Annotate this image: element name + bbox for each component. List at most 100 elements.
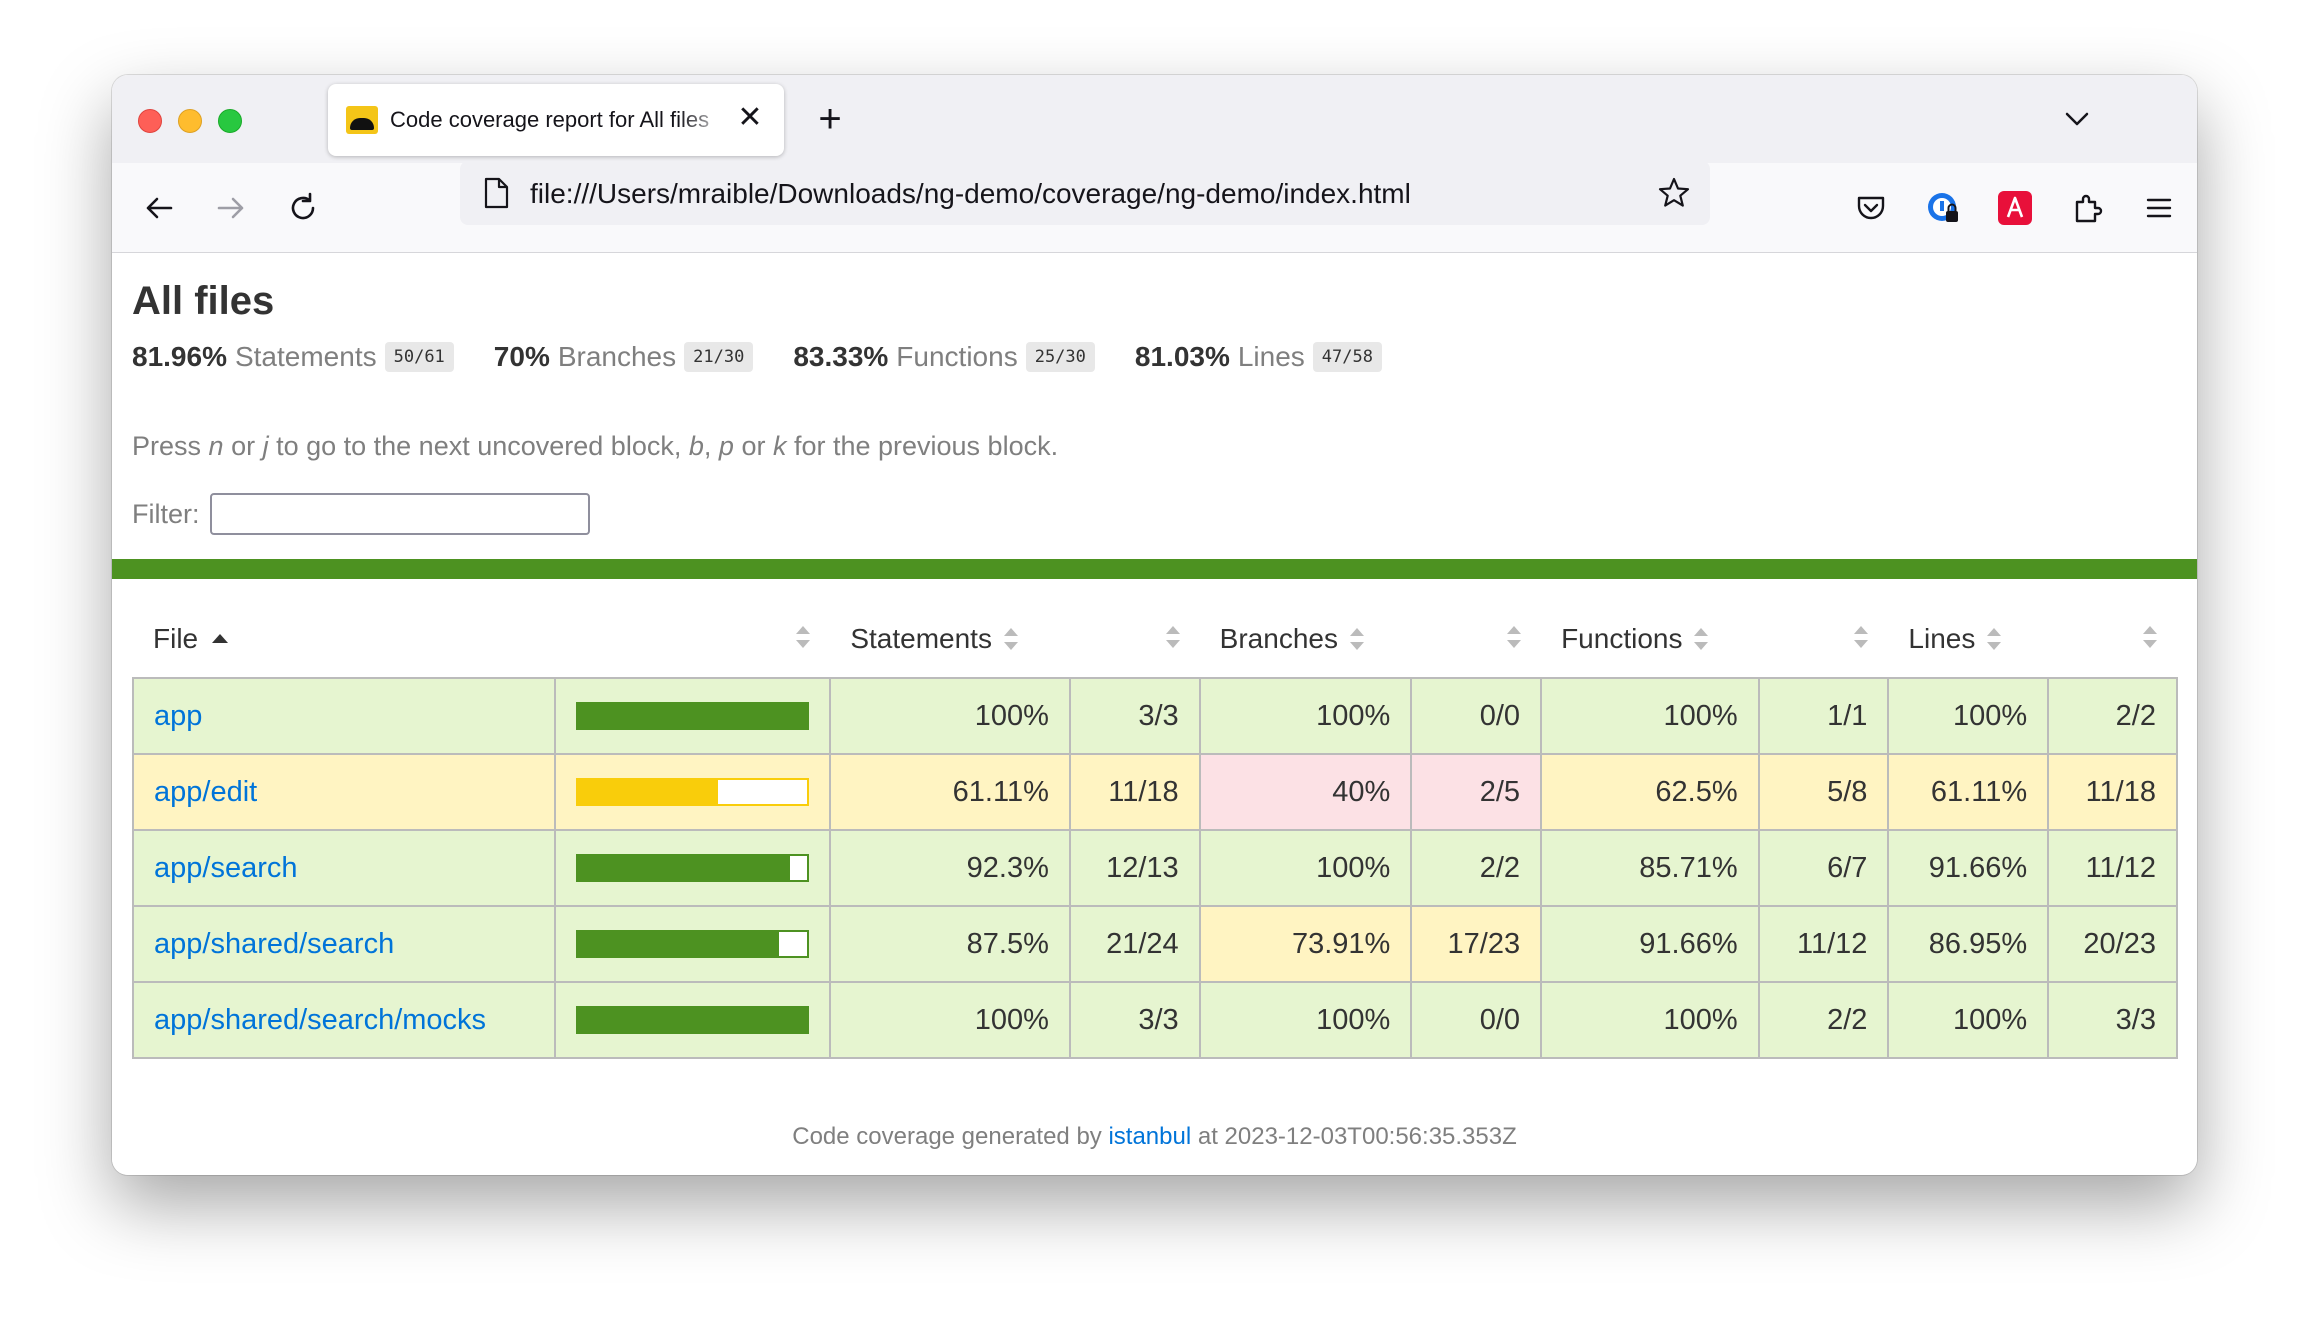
column-header-functions-raw[interactable] [1759, 600, 1889, 678]
hint-text: to go to the next uncovered block, [268, 431, 689, 461]
angular-extension-button[interactable] [1990, 183, 2040, 233]
column-header-branches-raw[interactable] [1411, 600, 1541, 678]
summary-fraction: 50/61 [384, 342, 454, 372]
header-label: Functions [1561, 622, 1683, 654]
functions-pct: 85.71% [1540, 829, 1760, 907]
filter-input[interactable] [210, 493, 590, 535]
lines-fraction: 2/2 [2047, 677, 2178, 755]
sort-icon [1854, 625, 1869, 648]
summary-label: Branches [557, 341, 677, 372]
extensions-button[interactable] [2062, 183, 2112, 233]
file-link[interactable]: app/edit [154, 775, 258, 808]
pocket-button[interactable] [1846, 183, 1896, 233]
istanbul-link[interactable]: istanbul [1108, 1123, 1192, 1150]
functions-fraction: 11/12 [1757, 905, 1890, 983]
branches-pct: 73.91% [1198, 905, 1413, 983]
file-link[interactable]: app/search [154, 851, 298, 884]
coverage-bar [576, 930, 810, 958]
address-bar[interactable]: file:///Users/mraible/Downloads/ng-demo/… [460, 161, 1710, 225]
tab-strip: Code coverage report for All files ✕ + [112, 75, 2197, 163]
column-header-lines[interactable]: Lines [1888, 600, 2048, 678]
reload-icon [291, 192, 315, 220]
functions-pct: 100% [1540, 677, 1760, 755]
header-label: Branches [1219, 622, 1338, 654]
branches-pct: 100% [1198, 981, 1413, 1059]
sort-icon [1003, 627, 1018, 650]
sort-icon [1349, 627, 1364, 650]
hint-text: for the previous block. [786, 431, 1059, 461]
summary-functions: 83.33% Functions 25/30 [793, 341, 1095, 373]
close-window-button[interactable] [138, 109, 162, 133]
coverage-table-body: app 100% 3/3 100% 0/0 100% 1/1 100% 2/2 app/edit 6… [131, 677, 2178, 1059]
reload-button[interactable] [278, 183, 328, 233]
summary-branches: 70% Branches 21/30 [494, 341, 754, 373]
functions-fraction: 5/8 [1757, 753, 1890, 831]
lines-fraction: 3/3 [2047, 981, 2178, 1059]
hint-key: n [208, 431, 224, 461]
hint-key: j [262, 431, 269, 461]
lines-fraction: 11/18 [2047, 753, 2178, 831]
functions-pct: 62.5% [1540, 753, 1760, 831]
hint-key: b [688, 431, 704, 461]
hint-key: k [772, 431, 787, 461]
table-row: app/search 92.3% 12/13 100% 2/2 85.71% 6/7 91.6… [131, 829, 2178, 907]
file-cell: app/edit [131, 753, 557, 831]
column-header-functions[interactable]: Functions [1541, 600, 1759, 678]
puzzle-icon [2075, 194, 2103, 223]
forward-button[interactable] [206, 183, 256, 233]
arrow-right-icon [217, 197, 244, 219]
statements-fraction: 12/13 [1068, 829, 1201, 907]
file-link[interactable]: app [154, 699, 203, 732]
lines-fraction: 20/23 [2047, 905, 2178, 983]
back-button[interactable] [134, 183, 184, 233]
keyboard-hint: Press n or j to go to the next uncovered… [132, 431, 1058, 462]
functions-fraction: 1/1 [1757, 677, 1890, 755]
hint-text: or [733, 431, 773, 461]
branches-fraction: 17/23 [1410, 905, 1543, 983]
password-manager-button[interactable] [1918, 183, 1968, 233]
lines-pct: 86.95% [1887, 905, 2050, 983]
file-link[interactable]: app/shared/search [154, 927, 395, 960]
hint-text: Press [132, 431, 209, 461]
coverage-summary: 81.96% Statements 50/61 70% Branches 21/… [132, 341, 1422, 373]
chevron-down-icon[interactable] [2055, 97, 2099, 141]
summary-lines: 81.03% Lines 47/58 [1135, 341, 1382, 373]
sort-ascending-icon [212, 634, 229, 643]
coverage-bar-cell [554, 753, 832, 831]
tab-coverage-report[interactable]: Code coverage report for All files ✕ [328, 84, 784, 156]
page-title: All files [132, 279, 275, 323]
table-row: app 100% 3/3 100% 0/0 100% 1/1 100% 2/2 [131, 677, 2178, 755]
close-tab-button[interactable]: ✕ [737, 101, 763, 134]
column-header-branches[interactable]: Branches [1200, 600, 1412, 678]
minimize-window-button[interactable] [178, 109, 202, 133]
menu-button[interactable] [2134, 183, 2184, 233]
column-header-statements[interactable]: Statements [830, 600, 1070, 678]
bookmark-button[interactable] [1652, 171, 1696, 215]
summary-fraction: 21/30 [684, 342, 754, 372]
password-manager-icon [1928, 193, 1958, 222]
branches-fraction: 2/5 [1410, 753, 1543, 831]
column-header-file[interactable]: File [133, 600, 555, 678]
lines-pct: 61.11% [1887, 753, 2050, 831]
sort-icon [1165, 625, 1180, 648]
file-cell: app [131, 677, 557, 755]
sort-icon [1987, 627, 2002, 650]
coverage-bar [576, 1006, 810, 1034]
filter-label: Filter: [132, 499, 200, 529]
zoom-window-button[interactable] [218, 109, 242, 133]
hint-text: , [703, 431, 719, 461]
header-label: File [153, 622, 199, 654]
column-header-file-bar[interactable] [555, 600, 830, 678]
column-header-lines-raw[interactable] [2048, 600, 2177, 678]
file-link[interactable]: app/shared/search/mocks [154, 1003, 487, 1036]
coverage-bar-fill [578, 932, 779, 956]
page-icon [478, 175, 514, 211]
lines-pct: 91.66% [1887, 829, 2050, 907]
hamburger-icon [2146, 198, 2172, 218]
url-text[interactable]: file:///Users/mraible/Downloads/ng-demo/… [530, 178, 1411, 209]
sort-icon [2143, 625, 2157, 648]
new-tab-button[interactable]: + [818, 97, 842, 141]
branches-pct: 40% [1198, 753, 1413, 831]
column-header-statements-raw[interactable] [1070, 600, 1200, 678]
statements-pct: 87.5% [829, 905, 1071, 983]
